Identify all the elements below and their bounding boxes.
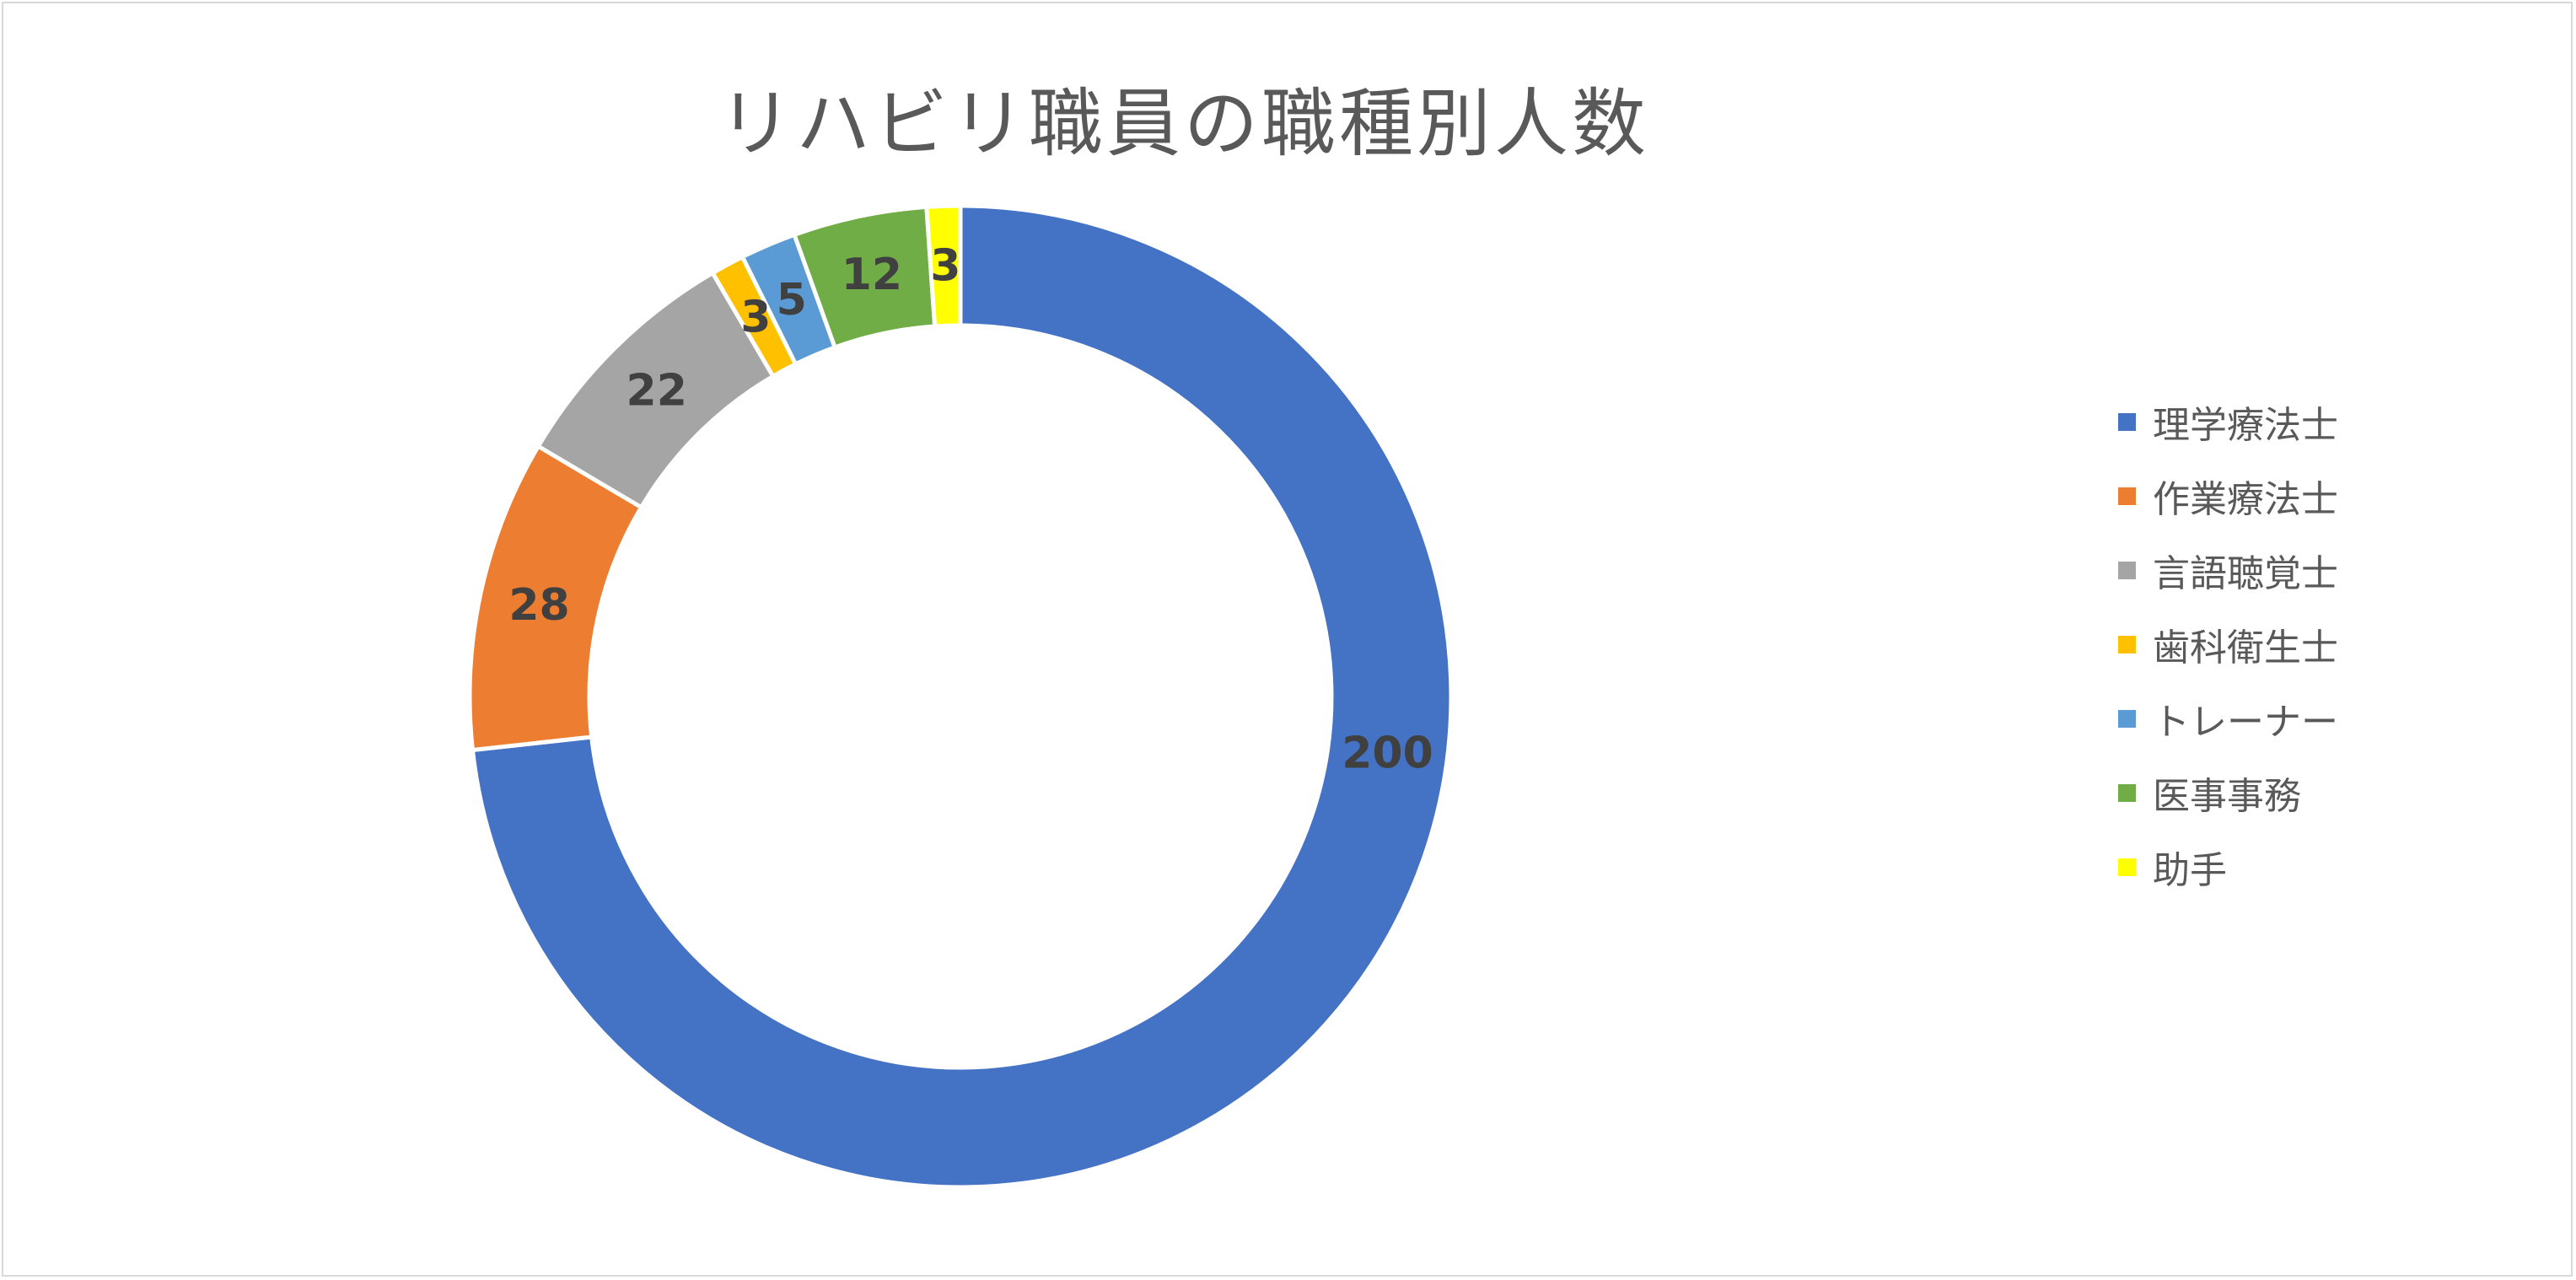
legend: 理学療法士作業療法士言語聴覚士歯科衛生士トレーナー医事事務助手 — [2118, 385, 2338, 904]
data-label-5: 5 — [777, 275, 807, 325]
legend-swatch-4 — [2118, 635, 2136, 653]
donut-slice-7 — [924, 203, 963, 329]
legend-swatch-1 — [2118, 412, 2136, 431]
legend-item-3: 言語聴覚士 — [2118, 533, 2338, 607]
legend-swatch-5 — [2118, 709, 2136, 728]
legend-label-1: 理学療法士 — [2153, 404, 2338, 447]
legend-swatch-7 — [2118, 858, 2136, 876]
data-label-2: 28 — [508, 580, 569, 631]
legend-swatch-2 — [2118, 487, 2136, 505]
legend-item-6: 医事事務 — [2118, 756, 2338, 830]
legend-item-5: トレーナー — [2118, 681, 2338, 756]
legend-swatch-3 — [2118, 561, 2136, 579]
data-label-4: 3 — [740, 292, 771, 342]
legend-swatch-6 — [2118, 783, 2136, 802]
legend-item-1: 理学療法士 — [2118, 385, 2338, 459]
legend-label-4: 歯科衛生士 — [2153, 627, 2338, 670]
legend-item-4: 歯科衛生士 — [2118, 607, 2338, 681]
legend-label-2: 作業療法士 — [2153, 478, 2338, 521]
donut-slices — [467, 203, 1454, 1190]
legend-item-2: 作業療法士 — [2118, 459, 2338, 533]
data-label-1: 200 — [1342, 728, 1433, 778]
legend-label-7: 助手 — [2153, 849, 2227, 892]
data-label-7: 3 — [930, 240, 960, 291]
data-label-6: 12 — [842, 250, 902, 300]
legend-item-7: 助手 — [2118, 830, 2338, 904]
chart-title: リハビリ職員の職種別人数 — [718, 80, 1649, 167]
legend-label-3: 言語聴覚士 — [2153, 552, 2338, 595]
legend-label-6: 医事事務 — [2153, 775, 2301, 818]
data-label-3: 22 — [627, 366, 687, 417]
donut-slice-1 — [470, 203, 1454, 1190]
legend-label-5: トレーナー — [2153, 701, 2338, 744]
